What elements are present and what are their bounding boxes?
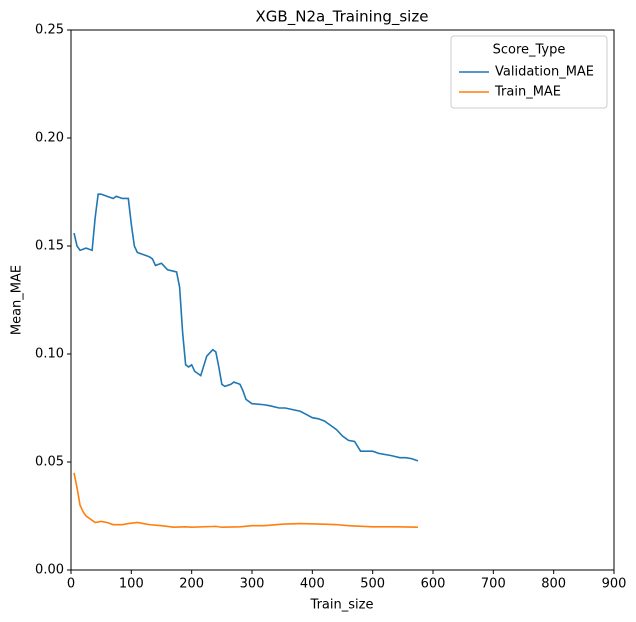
data-line — [73, 193, 419, 462]
chart-title: XGB_N2a_Training_size — [256, 8, 429, 27]
x-axis-label: Train_size — [310, 598, 374, 613]
y-tick-label: 0.10 — [35, 347, 64, 362]
x-tick-label: 300 — [240, 577, 265, 592]
y-axis-label: Mean_MAE — [10, 265, 25, 335]
x-tick-label: 100 — [119, 577, 144, 592]
x-tick-label: 900 — [602, 577, 627, 592]
legend-label: Train_MAE — [494, 85, 561, 100]
data-line — [73, 472, 418, 529]
y-tick-label: 0.05 — [35, 455, 64, 470]
x-tick-label: 800 — [541, 577, 566, 592]
x-tick-label: 500 — [360, 577, 385, 592]
y-tick-label: 0.15 — [35, 239, 64, 254]
y-tick-label: 0.25 — [35, 23, 64, 38]
y-tick-label: 0.00 — [35, 563, 64, 578]
x-tick-label: 400 — [300, 577, 325, 592]
x-tick-label: 700 — [481, 577, 506, 592]
legend-title: Score_Type — [493, 43, 566, 58]
legend-label: Validation_MAE — [495, 65, 594, 80]
y-tick-label: 0.20 — [35, 131, 64, 146]
plot-frame — [70, 29, 615, 571]
x-tick-label: 600 — [421, 577, 446, 592]
x-tick-label: 200 — [179, 577, 204, 592]
legend-box — [450, 35, 608, 109]
x-tick-label: 0 — [67, 577, 75, 592]
